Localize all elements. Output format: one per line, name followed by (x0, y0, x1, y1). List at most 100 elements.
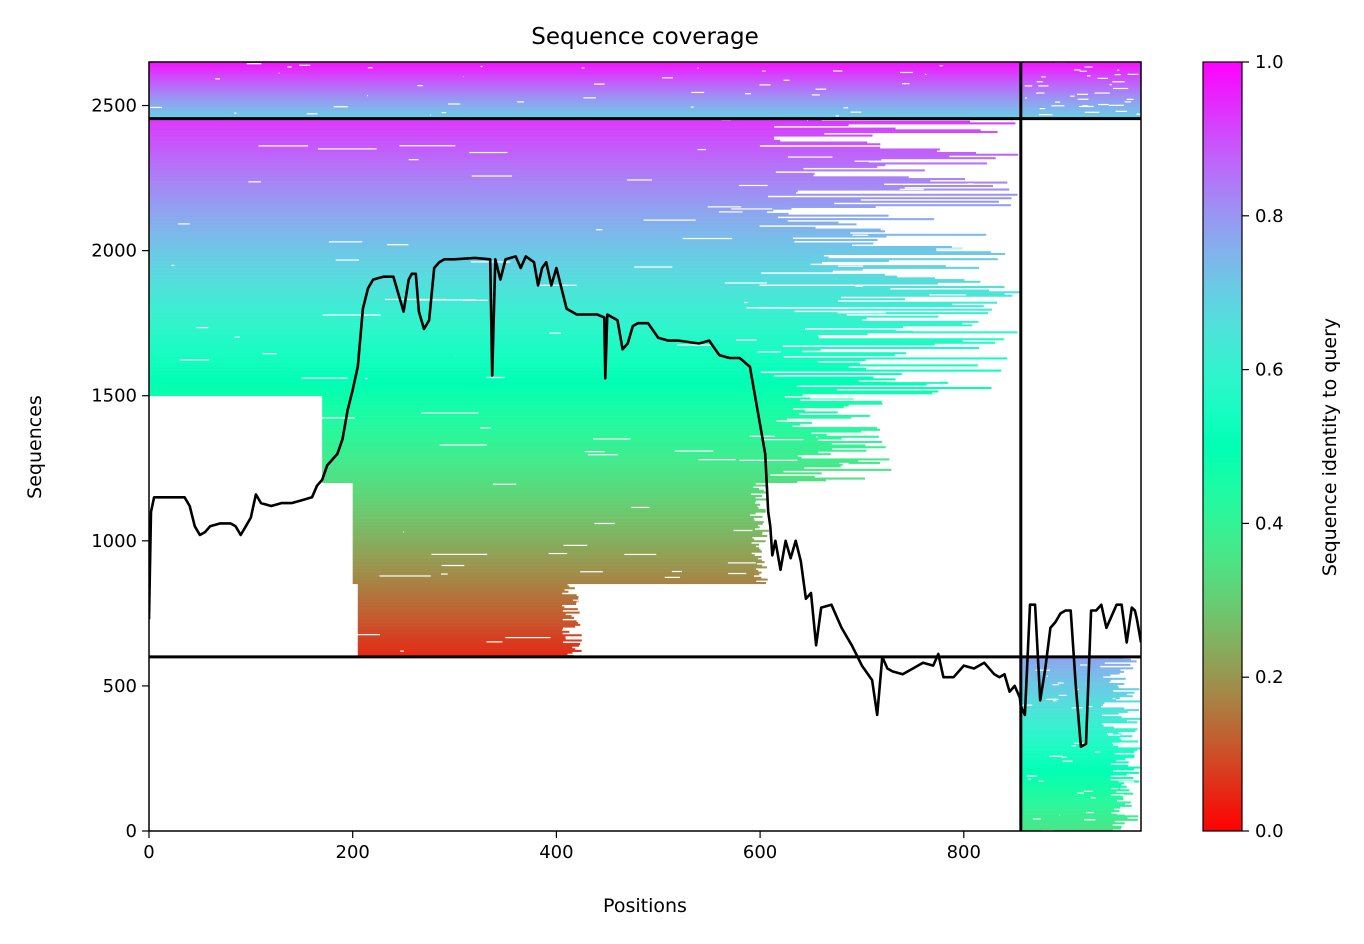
heatmap-row (149, 80, 1021, 82)
heatmap-row (149, 148, 940, 150)
heatmap-gap (1140, 88, 1154, 89)
heatmap-row (322, 425, 792, 427)
heatmap-row (149, 204, 1011, 206)
heatmap-row (353, 533, 763, 535)
heatmap-row (149, 185, 993, 187)
heatmap-row (322, 401, 882, 403)
heatmap-row (353, 514, 750, 516)
heatmap-gap (430, 114, 431, 115)
heatmap-row (353, 565, 762, 567)
heatmap-gap (1077, 793, 1084, 794)
heatmap-row (1021, 709, 1139, 711)
heatmap-row (1021, 700, 1140, 702)
heatmap-gap (863, 443, 894, 444)
heatmap-row (1021, 798, 1124, 800)
heatmap-gap (764, 439, 803, 440)
heatmap-row (149, 244, 852, 246)
heatmap-gap (1107, 733, 1112, 734)
y-tick-label: 2500 (91, 96, 137, 117)
heatmap-gap (1025, 97, 1027, 98)
heatmap-row (322, 455, 798, 457)
heatmap-row (149, 63, 1021, 65)
heatmap-row (322, 397, 853, 399)
heatmap-gap (853, 235, 869, 236)
heatmap-row (149, 173, 815, 175)
heatmap-row (149, 272, 761, 274)
heatmap-gap (838, 266, 863, 267)
heatmap-gap (887, 381, 941, 382)
heatmap-gap (1085, 112, 1100, 113)
heatmap-row (322, 396, 785, 398)
colorbar-tick-label: 0.6 (1255, 360, 1284, 381)
heatmap-row (322, 448, 832, 450)
heatmap-gap (209, 537, 253, 538)
heatmap-gap (631, 507, 649, 508)
heatmap-row (358, 641, 563, 643)
heatmap-row (1021, 79, 1141, 81)
y-tick-label: 500 (103, 676, 137, 697)
heatmap-row (149, 295, 1012, 297)
heatmap-gap (1033, 818, 1041, 819)
heatmap-gap (745, 93, 751, 94)
heatmap-row (149, 230, 885, 232)
heatmap-row (322, 424, 800, 426)
heatmap-row (149, 106, 1021, 108)
x-tick-label: 800 (947, 842, 981, 863)
heatmap-row (353, 502, 755, 504)
heatmap-gap (1080, 664, 1087, 665)
heatmap-row (149, 215, 889, 217)
heatmap-row (1021, 704, 1103, 706)
heatmap-row (149, 192, 796, 194)
heatmap-row (1021, 685, 1118, 687)
heatmap-row (358, 603, 576, 605)
heatmap-row (149, 124, 849, 126)
heatmap-row (149, 164, 885, 166)
colorbar-gradient (1203, 62, 1242, 831)
heatmap-row (149, 227, 816, 229)
heatmap-row (358, 594, 577, 596)
heatmap-row (149, 290, 989, 292)
heatmap-row (149, 113, 1021, 115)
heatmap-row (1021, 737, 1120, 739)
heatmap-row (353, 563, 757, 565)
heatmap-row (322, 478, 865, 480)
colorbar-tick-label: 1.0 (1255, 52, 1284, 73)
heatmap-gap (593, 438, 630, 439)
heatmap-row (1021, 72, 1141, 74)
heatmap-gap (549, 333, 561, 334)
heatmap-row (322, 446, 886, 448)
heatmap-row (149, 89, 1021, 91)
heatmap-gap (339, 634, 380, 635)
heatmap-gap (1060, 815, 1061, 816)
heatmap-row (353, 495, 762, 497)
heatmap-gap (421, 412, 478, 413)
heatmap-gap (643, 639, 650, 640)
heatmap-row (149, 110, 1021, 112)
heatmap-row (322, 474, 770, 476)
heatmap-gap (380, 575, 431, 576)
heatmap-gap (739, 185, 768, 186)
colorbar-ticks: 0.00.20.40.60.81.0 (1242, 52, 1284, 842)
heatmap-row (149, 79, 1021, 81)
heatmap-gap (1110, 84, 1112, 85)
heatmap-row (149, 298, 905, 300)
heatmap-gap (367, 95, 368, 96)
chart-title: Sequence coverage (531, 24, 759, 50)
heatmap-row (358, 633, 563, 635)
heatmap-gap (1053, 700, 1057, 701)
heatmap-row (1021, 674, 1111, 676)
heatmap-row (149, 154, 1018, 156)
heatmap-row (149, 162, 987, 164)
heatmap-row (149, 361, 818, 363)
heatmap-row (358, 608, 578, 610)
heatmap-gap (247, 63, 262, 64)
heatmap-row (1021, 65, 1141, 67)
heatmap-row (149, 387, 991, 389)
heatmap-gap (472, 175, 512, 176)
heatmap-row (1021, 794, 1121, 796)
heatmap-row (149, 354, 895, 356)
heatmap-gap (740, 460, 798, 461)
heatmap-gap (734, 530, 753, 531)
heatmap-row (358, 606, 565, 608)
